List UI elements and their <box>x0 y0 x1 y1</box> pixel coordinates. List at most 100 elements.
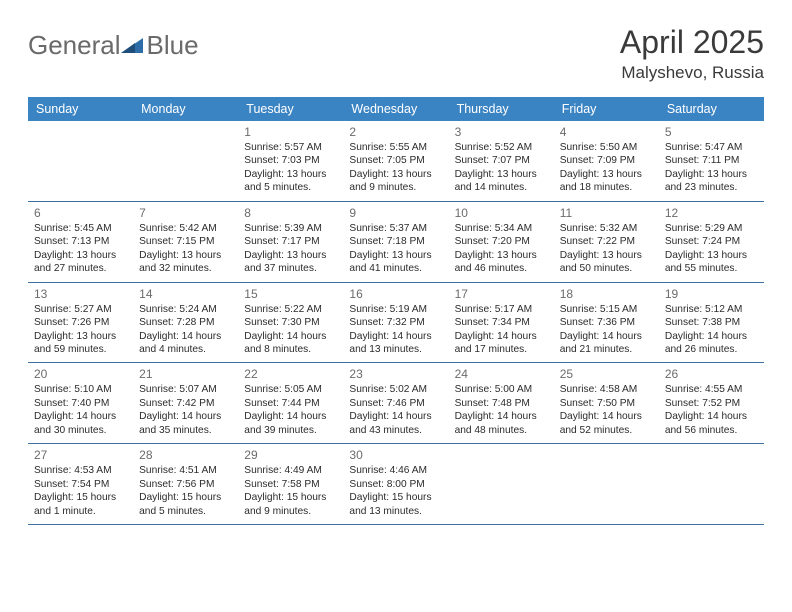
logo-text-1: General <box>28 30 121 61</box>
logo-text-2: Blue <box>147 30 199 61</box>
daylight-line: Daylight: 14 hours and 48 minutes. <box>455 410 548 437</box>
sunset-line: Sunset: 7:44 PM <box>244 397 337 410</box>
daylight-line: Daylight: 14 hours and 26 minutes. <box>665 330 758 357</box>
day-header: Thursday <box>449 97 554 121</box>
day-cell: 28Sunrise: 4:51 AMSunset: 7:56 PMDayligh… <box>133 444 238 525</box>
daylight-line: Daylight: 14 hours and 8 minutes. <box>244 330 337 357</box>
sunrise-line: Sunrise: 4:49 AM <box>244 464 337 477</box>
sunrise-line: Sunrise: 5:19 AM <box>349 303 442 316</box>
day-cell: 18Sunrise: 5:15 AMSunset: 7:36 PMDayligh… <box>554 282 659 363</box>
daylight-line: Daylight: 13 hours and 27 minutes. <box>34 249 127 276</box>
sunrise-line: Sunrise: 5:45 AM <box>34 222 127 235</box>
day-cell: 26Sunrise: 4:55 AMSunset: 7:52 PMDayligh… <box>659 363 764 444</box>
daylight-line: Daylight: 13 hours and 5 minutes. <box>244 168 337 195</box>
daylight-line: Daylight: 13 hours and 55 minutes. <box>665 249 758 276</box>
sunrise-line: Sunrise: 4:58 AM <box>560 383 653 396</box>
sunrise-line: Sunrise: 5:32 AM <box>560 222 653 235</box>
daylight-line: Daylight: 13 hours and 23 minutes. <box>665 168 758 195</box>
day-cell: 14Sunrise: 5:24 AMSunset: 7:28 PMDayligh… <box>133 282 238 363</box>
sunrise-line: Sunrise: 4:55 AM <box>665 383 758 396</box>
sunset-line: Sunset: 7:28 PM <box>139 316 232 329</box>
day-header: Sunday <box>28 97 133 121</box>
day-number: 1 <box>244 125 337 139</box>
day-header: Tuesday <box>238 97 343 121</box>
sunset-line: Sunset: 7:58 PM <box>244 478 337 491</box>
day-number: 23 <box>349 367 442 381</box>
sunset-line: Sunset: 7:09 PM <box>560 154 653 167</box>
daylight-line: Daylight: 13 hours and 37 minutes. <box>244 249 337 276</box>
sunrise-line: Sunrise: 5:39 AM <box>244 222 337 235</box>
day-number: 15 <box>244 287 337 301</box>
sunrise-line: Sunrise: 5:07 AM <box>139 383 232 396</box>
daylight-line: Daylight: 14 hours and 30 minutes. <box>34 410 127 437</box>
day-cell: 8 Sunrise: 5:39 AMSunset: 7:17 PMDaylight… <box>238 201 343 282</box>
sunset-line: Sunset: 7:38 PM <box>665 316 758 329</box>
daylight-line: Daylight: 14 hours and 17 minutes. <box>455 330 548 357</box>
day-cell: 7Sunrise: 5:42 AMSunset: 7:15 PMDaylight… <box>133 201 238 282</box>
sunset-line: Sunset: 7:36 PM <box>560 316 653 329</box>
day-number: 7 <box>139 206 232 220</box>
sunset-line: Sunset: 7:26 PM <box>34 316 127 329</box>
empty-cell <box>659 444 764 525</box>
daylight-line: Daylight: 13 hours and 59 minutes. <box>34 330 127 357</box>
sunset-line: Sunset: 7:20 PM <box>455 235 548 248</box>
empty-cell <box>28 121 133 201</box>
page: General Blue April 2025 Malyshevo, Russi… <box>0 0 792 549</box>
daylight-line: Daylight: 14 hours and 39 minutes. <box>244 410 337 437</box>
day-header: Friday <box>554 97 659 121</box>
daylight-line: Daylight: 14 hours and 56 minutes. <box>665 410 758 437</box>
sunrise-line: Sunrise: 5:27 AM <box>34 303 127 316</box>
sunset-line: Sunset: 7:46 PM <box>349 397 442 410</box>
sunrise-line: Sunrise: 5:42 AM <box>139 222 232 235</box>
daylight-line: Daylight: 13 hours and 50 minutes. <box>560 249 653 276</box>
sunset-line: Sunset: 7:50 PM <box>560 397 653 410</box>
sunrise-line: Sunrise: 5:52 AM <box>455 141 548 154</box>
week-row: 27Sunrise: 4:53 AMSunset: 7:54 PMDayligh… <box>28 444 764 525</box>
day-cell: 15Sunrise: 5:22 AMSunset: 7:30 PMDayligh… <box>238 282 343 363</box>
sunset-line: Sunset: 7:17 PM <box>244 235 337 248</box>
day-number: 8 <box>244 206 337 220</box>
empty-cell <box>449 444 554 525</box>
day-cell: 2Sunrise: 5:55 AMSunset: 7:05 PMDaylight… <box>343 121 448 201</box>
week-row: 1Sunrise: 5:57 AMSunset: 7:03 PMDaylight… <box>28 121 764 201</box>
day-number: 20 <box>34 367 127 381</box>
day-number: 13 <box>34 287 127 301</box>
daylight-line: Daylight: 14 hours and 35 minutes. <box>139 410 232 437</box>
day-cell: 10Sunrise: 5:34 AMSunset: 7:20 PMDayligh… <box>449 201 554 282</box>
day-number: 5 <box>665 125 758 139</box>
day-cell: 24Sunrise: 5:00 AMSunset: 7:48 PMDayligh… <box>449 363 554 444</box>
location-label: Malyshevo, Russia <box>620 63 764 83</box>
day-cell: 17Sunrise: 5:17 AMSunset: 7:34 PMDayligh… <box>449 282 554 363</box>
daylight-line: Daylight: 15 hours and 9 minutes. <box>244 491 337 518</box>
empty-cell <box>554 444 659 525</box>
day-cell: 27Sunrise: 4:53 AMSunset: 7:54 PMDayligh… <box>28 444 133 525</box>
day-number: 27 <box>34 448 127 462</box>
day-number: 6 <box>34 206 127 220</box>
sunset-line: Sunset: 7:48 PM <box>455 397 548 410</box>
day-cell: 22Sunrise: 5:05 AMSunset: 7:44 PMDayligh… <box>238 363 343 444</box>
sunrise-line: Sunrise: 5:24 AM <box>139 303 232 316</box>
day-number: 17 <box>455 287 548 301</box>
day-header-row: SundayMondayTuesdayWednesdayThursdayFrid… <box>28 97 764 121</box>
day-number: 3 <box>455 125 548 139</box>
day-cell: 29Sunrise: 4:49 AMSunset: 7:58 PMDayligh… <box>238 444 343 525</box>
day-number: 11 <box>560 206 653 220</box>
sunrise-line: Sunrise: 5:15 AM <box>560 303 653 316</box>
daylight-line: Daylight: 15 hours and 1 minute. <box>34 491 127 518</box>
day-cell: 25Sunrise: 4:58 AMSunset: 7:50 PMDayligh… <box>554 363 659 444</box>
sunrise-line: Sunrise: 5:12 AM <box>665 303 758 316</box>
sunrise-line: Sunrise: 5:22 AM <box>244 303 337 316</box>
day-number: 2 <box>349 125 442 139</box>
daylight-line: Daylight: 14 hours and 52 minutes. <box>560 410 653 437</box>
day-cell: 9Sunrise: 5:37 AMSunset: 7:18 PMDaylight… <box>343 201 448 282</box>
sunrise-line: Sunrise: 5:50 AM <box>560 141 653 154</box>
sunset-line: Sunset: 7:56 PM <box>139 478 232 491</box>
page-title: April 2025 <box>620 24 764 61</box>
empty-cell <box>133 121 238 201</box>
sunset-line: Sunset: 7:42 PM <box>139 397 232 410</box>
day-cell: 16Sunrise: 5:19 AMSunset: 7:32 PMDayligh… <box>343 282 448 363</box>
day-cell: 19Sunrise: 5:12 AMSunset: 7:38 PMDayligh… <box>659 282 764 363</box>
sunset-line: Sunset: 7:15 PM <box>139 235 232 248</box>
sunset-line: Sunset: 7:18 PM <box>349 235 442 248</box>
day-number: 21 <box>139 367 232 381</box>
